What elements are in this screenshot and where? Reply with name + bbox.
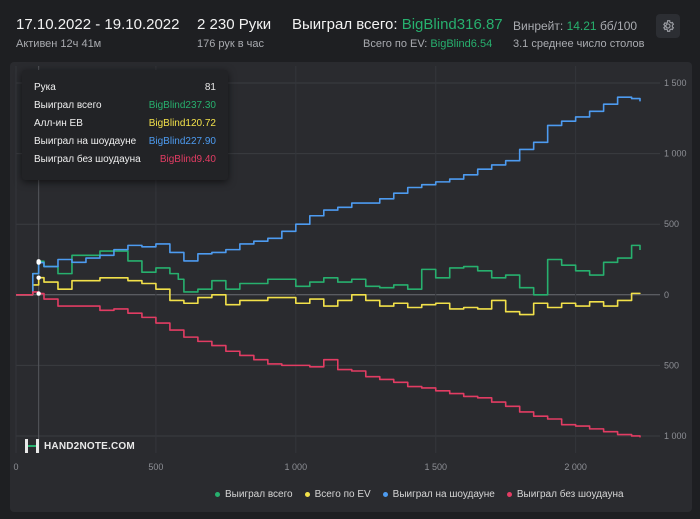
tooltip-value: BigBlind237.30 <box>148 99 216 111</box>
won-total: Выиграл всего: BigBlind316.87 <box>292 16 503 33</box>
h2n-logo-icon <box>25 439 39 453</box>
legend-label: Выиграл на шоудауне <box>392 488 495 500</box>
x-tick-label: 1 500 <box>424 462 447 472</box>
hands-count: 2 230 Руки <box>197 16 272 33</box>
tooltip-row: Рука 81 <box>34 80 216 94</box>
won-total-value: BigBlind316.87 <box>401 16 503 33</box>
legend-item[interactable]: Выиграл всего <box>215 486 293 502</box>
tooltip-label: Выиграл на шоудауне <box>34 135 137 147</box>
winrate-label: Винрейт: <box>513 19 564 33</box>
y-tick-label: 1 000 <box>664 431 687 441</box>
y-tick-label: 500 <box>664 360 679 370</box>
hover-point <box>36 275 41 280</box>
settings-button[interactable] <box>656 14 680 38</box>
series-line <box>16 291 641 438</box>
x-tick-label: 0 <box>13 462 18 472</box>
gear-icon <box>663 20 675 32</box>
won-total-label: Выиграл всего: <box>292 16 398 33</box>
tooltip-label: Выиграл всего <box>34 99 102 111</box>
legend-item[interactable]: Всего по EV <box>304 486 371 502</box>
tooltip-value: BigBlind9.40 <box>159 153 216 165</box>
legend-dot-icon <box>382 491 388 497</box>
chart-tooltip: Рука 81 Выиграл всего BigBlind237.30 Алл-ин … <box>22 70 228 180</box>
ev-value: BigBlind6.54 <box>430 38 493 50</box>
legend-label: Выиграл без шоудауна <box>516 488 624 500</box>
legend-label: Выиграл всего <box>225 488 293 500</box>
legend-item[interactable]: Выиграл на шоудауне <box>382 486 495 502</box>
logo: HAND2NOTE.COM <box>24 438 135 454</box>
legend-label: Всего по EV <box>314 488 371 500</box>
series-line <box>16 244 641 296</box>
series-line <box>16 276 641 316</box>
legend-dot-icon <box>304 491 310 497</box>
tooltip-label: Рука <box>34 81 56 93</box>
logo-text: HAND2NOTE.COM <box>44 440 135 452</box>
tooltip-label: Выиграл без шоудауна <box>34 153 141 165</box>
avg-tables: 3.1 среднее число столов <box>513 38 645 50</box>
tooltip-row: Выиграл всего BigBlind237.30 <box>34 98 216 112</box>
tooltip-row: Выиграл на шоудауне BigBlind227.90 <box>34 134 216 148</box>
y-tick-label: 500 <box>664 219 679 229</box>
date-range: 17.10.2022 - 19.10.2022 <box>16 16 180 33</box>
y-tick-label: 1 500 <box>664 78 687 88</box>
legend-dot-icon <box>506 491 512 497</box>
y-tick-label: 0 <box>664 290 669 300</box>
ev-total: Всего по EV: BigBlind6.54 <box>363 38 492 50</box>
legend-item[interactable]: Выиграл без шоудауна <box>506 486 624 502</box>
winrate: Винрейт: 14.21 бб/100 <box>513 19 637 33</box>
tooltip-row: Алл-ин EB BigBlind120.72 <box>34 116 216 130</box>
hover-point <box>36 291 41 296</box>
y-tick-label: 1 000 <box>664 149 687 159</box>
chart-legend: Выиграл всего Всего по EV Выиграл на шоуда… <box>215 486 624 502</box>
tooltip-value: 81 <box>204 81 216 93</box>
hands-per-hour: 176 рук в час <box>197 38 265 50</box>
tooltip-value: BigBlind227.90 <box>148 135 216 147</box>
winrate-value: 14.21 <box>566 19 597 33</box>
x-tick-label: 500 <box>148 462 163 472</box>
winrate-unit: бб/100 <box>599 19 638 33</box>
hover-point <box>36 260 41 265</box>
tooltip-label: Алл-ин EB <box>34 117 83 129</box>
ev-label: Всего по EV: <box>363 38 428 50</box>
x-tick-label: 2 000 <box>564 462 587 472</box>
x-tick-label: 1 000 <box>285 462 308 472</box>
tooltip-value: BigBlind120.72 <box>148 117 216 129</box>
header: 17.10.2022 - 19.10.2022 Активен 12ч 41м … <box>0 0 700 62</box>
tooltip-row: Выиграл без шоудауна BigBlind9.40 <box>34 152 216 166</box>
active-time: Активен 12ч 41м <box>16 38 102 50</box>
series-line <box>16 96 641 296</box>
legend-dot-icon <box>215 491 220 497</box>
